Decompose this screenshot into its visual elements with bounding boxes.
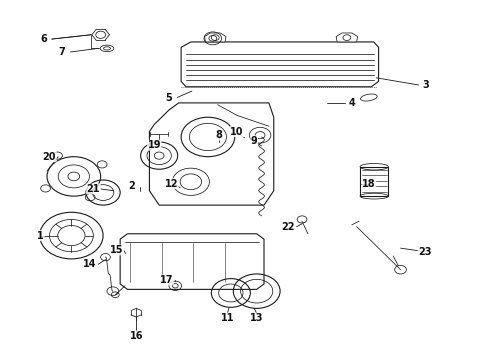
Text: 4: 4 — [347, 98, 354, 108]
Text: 3: 3 — [422, 80, 428, 90]
Bar — [359, 167, 387, 196]
Text: 8: 8 — [215, 130, 222, 140]
Text: 19: 19 — [147, 140, 161, 150]
Text: 16: 16 — [129, 331, 142, 341]
Polygon shape — [120, 234, 264, 289]
Polygon shape — [149, 103, 273, 205]
Text: 11: 11 — [220, 313, 234, 323]
Text: 15: 15 — [110, 245, 123, 255]
Text: 20: 20 — [42, 152, 56, 162]
Polygon shape — [204, 33, 225, 42]
Text: 13: 13 — [249, 313, 263, 323]
Text: 10: 10 — [230, 127, 244, 136]
Text: 9: 9 — [250, 136, 257, 145]
Text: 7: 7 — [58, 47, 65, 57]
Text: 6: 6 — [40, 34, 47, 44]
Text: 23: 23 — [417, 247, 431, 257]
Text: 14: 14 — [83, 259, 97, 269]
Text: 18: 18 — [361, 179, 375, 189]
Polygon shape — [181, 42, 378, 87]
Polygon shape — [335, 33, 357, 42]
Text: 2: 2 — [128, 181, 135, 192]
Text: 17: 17 — [160, 275, 173, 285]
Text: 5: 5 — [165, 93, 172, 103]
Text: 12: 12 — [164, 179, 178, 189]
Text: 22: 22 — [281, 222, 295, 231]
Text: 21: 21 — [86, 184, 100, 194]
Text: 1: 1 — [37, 231, 44, 240]
